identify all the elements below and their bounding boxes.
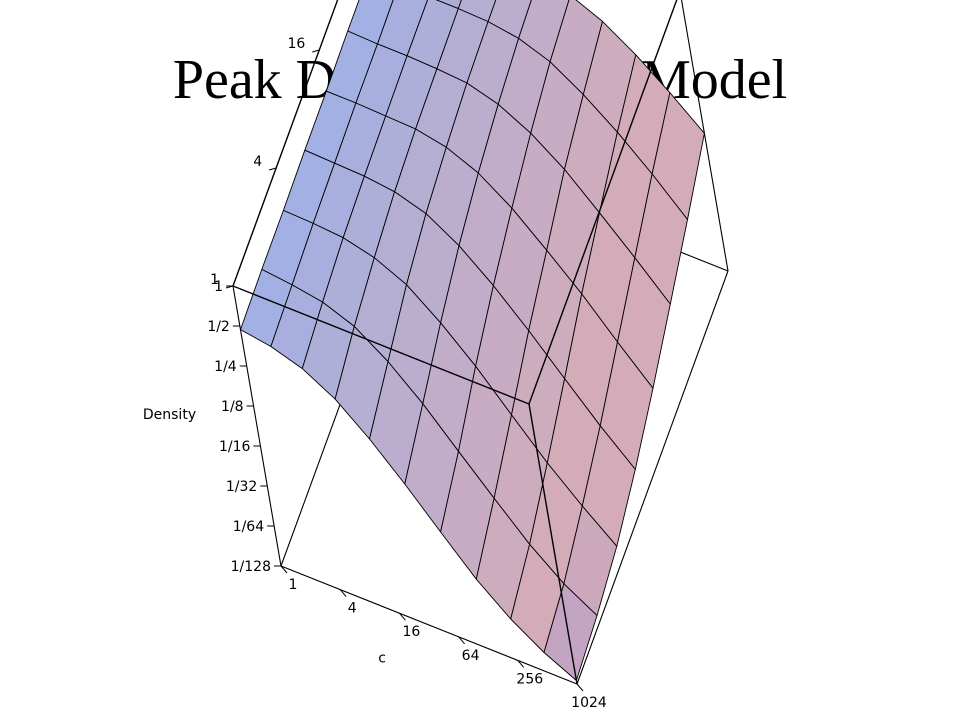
w-tick-label-1: 4 <box>253 154 262 170</box>
box-edge-back-0 <box>280 565 578 685</box>
c-tick-label-2: 16 <box>402 624 420 640</box>
box-edge-front-0 <box>232 285 530 405</box>
c-tick-label-4: 256 <box>516 671 543 687</box>
density-tick-label-1: 1/2 <box>207 319 230 335</box>
c-tick-label-5: 1024 <box>571 695 607 711</box>
c-tick-label-1: 4 <box>348 601 357 617</box>
w-tick-mark-2 <box>312 49 320 53</box>
w-tick-label-0: 1 <box>210 272 219 288</box>
w-tick-mark-1 <box>269 167 277 171</box>
w-tick-label-2: 16 <box>287 36 305 52</box>
c-tick-mark-3 <box>458 636 465 645</box>
box-edge-back-4 <box>576 270 729 685</box>
box-edge-front-1 <box>232 0 339 287</box>
box-edge-front-4 <box>528 403 578 685</box>
c-axis-label: c <box>378 651 386 667</box>
density-axis-label: Density <box>143 407 196 423</box>
c-tick-mark-5 <box>576 683 584 692</box>
axis-ticks: 141664256102414166412811/21/41/81/161/32… <box>207 36 607 711</box>
bounding-box-front <box>232 0 678 685</box>
density-tick-label-3: 1/8 <box>221 399 244 415</box>
density-tick-label-0: 1 <box>214 279 223 295</box>
box-edge-front-3 <box>528 0 678 405</box>
density-tick-label-7: 1/128 <box>231 559 271 575</box>
c-tick-mark-0 <box>280 565 288 574</box>
surface-patch-c9-w0 <box>543 583 598 681</box>
density-tick-label-5: 1/32 <box>226 479 257 495</box>
density-tick-label-4: 1/16 <box>219 439 251 455</box>
c-tick-mark-2 <box>399 612 406 621</box>
box-edge-back-2 <box>232 285 282 567</box>
density-tick-label-6: 1/64 <box>233 519 265 535</box>
c-tick-label-0: 1 <box>289 577 298 593</box>
c-tick-mark-4 <box>517 660 525 668</box>
density-surface <box>240 0 705 681</box>
c-tick-mark-1 <box>339 589 347 597</box>
box-edge-back-5 <box>680 0 729 272</box>
c-tick-label-3: 64 <box>462 648 480 664</box>
density-tick-label-2: 1/4 <box>214 359 237 375</box>
